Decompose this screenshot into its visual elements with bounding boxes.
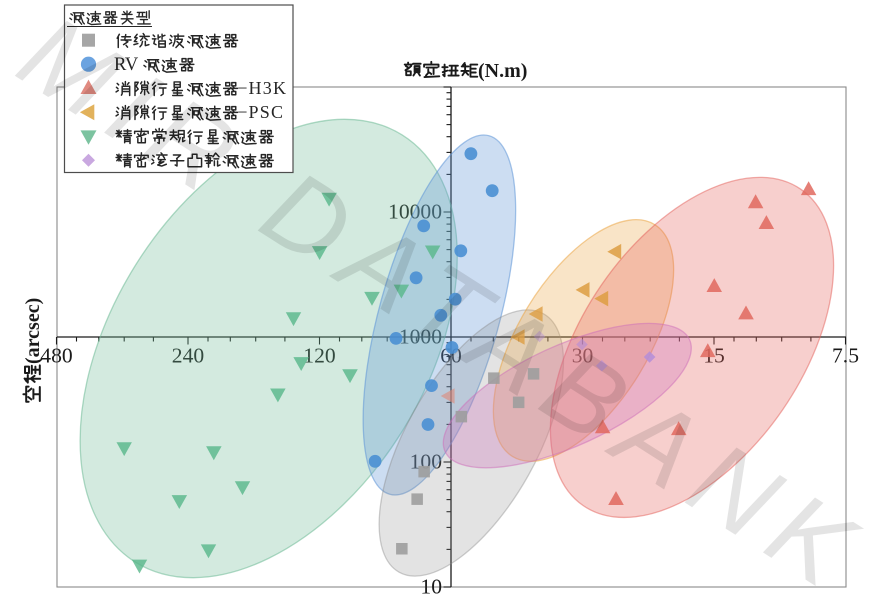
svg-text:30: 30 — [572, 344, 594, 368]
svg-text:480: 480 — [40, 344, 72, 368]
svg-text:−PSC: −PSC — [237, 102, 284, 122]
svg-text:10: 10 — [420, 575, 442, 598]
svg-text:10000: 10000 — [388, 200, 442, 224]
svg-text:(arcsec): (arcsec) — [22, 298, 44, 364]
svg-text:RV: RV — [114, 55, 139, 75]
svg-text:120: 120 — [303, 344, 335, 368]
svg-text:240: 240 — [172, 344, 204, 368]
svg-text:7.5: 7.5 — [832, 344, 859, 368]
svg-text:(N.m): (N.m) — [478, 60, 527, 82]
svg-text:−H3K: −H3K — [237, 78, 287, 98]
svg-text:1000: 1000 — [399, 325, 442, 349]
